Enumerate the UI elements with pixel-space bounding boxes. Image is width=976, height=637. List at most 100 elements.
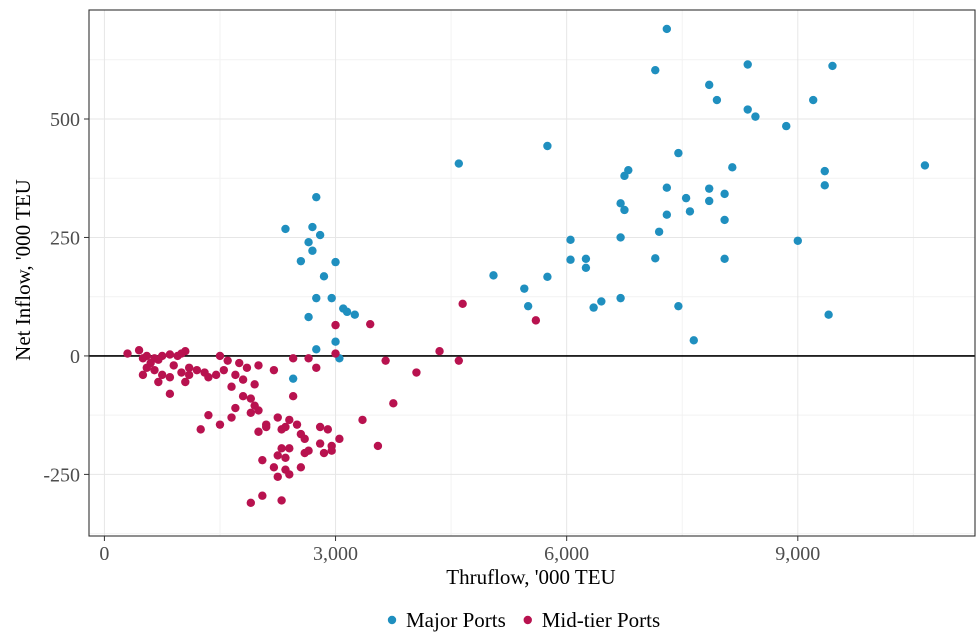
point-mid-tier-ports	[288, 392, 298, 401]
y-tick-label: -250	[43, 464, 80, 486]
point-mid-tier-ports	[215, 420, 225, 429]
point-major-ports	[743, 105, 752, 114]
legend-label-mid-tier-ports: Mid-tier Ports	[542, 608, 660, 632]
point-major-ports	[651, 65, 660, 75]
point-major-ports	[597, 297, 606, 306]
point-mid-tier-ports	[258, 491, 267, 500]
point-mid-tier-ports	[292, 420, 302, 429]
point-mid-tier-ports	[165, 350, 175, 359]
point-major-ports	[331, 257, 340, 267]
point-mid-tier-ports	[288, 354, 298, 363]
data-points	[123, 24, 930, 508]
x-tick-label: 9,000	[775, 543, 820, 565]
legend-key-mid-tier-ports	[523, 615, 532, 625]
point-major-ports	[674, 301, 683, 311]
point-mid-tier-ports	[223, 356, 232, 365]
point-major-ports	[662, 183, 672, 192]
point-major-ports	[674, 148, 683, 158]
point-mid-tier-ports	[235, 358, 244, 368]
point-mid-tier-ports	[138, 354, 148, 363]
point-major-ports	[308, 222, 317, 232]
point-mid-tier-ports	[358, 415, 367, 425]
point-mid-tier-ports	[177, 349, 186, 358]
point-mid-tier-ports	[142, 363, 151, 372]
point-mid-tier-ports	[154, 377, 163, 387]
point-mid-tier-ports	[315, 422, 325, 432]
point-major-ports	[705, 184, 714, 193]
point-major-ports	[809, 95, 818, 105]
point-major-ports	[589, 303, 598, 312]
point-mid-tier-ports	[192, 365, 202, 375]
point-mid-tier-ports	[285, 470, 294, 479]
point-mid-tier-ports	[319, 448, 329, 458]
point-mid-tier-ports	[389, 399, 398, 408]
x-axis-title: Thruflow, '000 TEU	[446, 565, 615, 589]
y-axis-title: Net Inflow, '000 TEU	[11, 179, 35, 361]
point-major-ports	[920, 161, 930, 170]
point-mid-tier-ports	[246, 408, 255, 417]
point-major-ports	[489, 271, 498, 280]
y-tick-label: 500	[50, 109, 80, 131]
point-major-ports	[720, 215, 729, 225]
legend-label-major-ports: Major Ports	[406, 608, 506, 632]
point-mid-tier-ports	[165, 373, 175, 382]
point-mid-tier-ports	[204, 373, 213, 382]
point-major-ports	[654, 227, 664, 236]
point-mid-tier-ports	[531, 316, 541, 325]
point-mid-tier-ports	[250, 380, 259, 389]
point-mid-tier-ports	[254, 427, 263, 436]
point-mid-tier-ports	[281, 453, 290, 463]
point-mid-tier-ports	[215, 351, 225, 361]
point-major-ports	[793, 236, 802, 245]
point-major-ports	[824, 310, 833, 319]
point-major-ports	[705, 196, 714, 206]
point-mid-tier-ports	[227, 413, 236, 422]
point-mid-tier-ports	[254, 406, 263, 415]
point-major-ports	[820, 166, 829, 176]
point-major-ports	[743, 60, 752, 69]
point-mid-tier-ports	[169, 361, 178, 370]
point-mid-tier-ports	[285, 415, 294, 425]
point-major-ports	[543, 272, 552, 281]
point-major-ports	[288, 374, 298, 383]
point-mid-tier-ports	[412, 368, 421, 377]
point-major-ports	[616, 233, 625, 242]
point-major-ports	[520, 284, 529, 293]
point-major-ports	[685, 207, 695, 216]
x-tick-label: 3,000	[313, 543, 358, 565]
point-major-ports	[312, 345, 321, 354]
panel-border	[88, 9, 976, 537]
point-mid-tier-ports	[181, 377, 190, 387]
point-major-ports	[581, 254, 591, 263]
point-mid-tier-ports	[184, 363, 194, 372]
point-mid-tier-ports	[304, 354, 313, 363]
point-mid-tier-ports	[150, 365, 159, 375]
minor-gridlines	[89, 10, 975, 536]
point-mid-tier-ports	[204, 410, 213, 420]
y-axis-ticks: -250 0 250 500	[43, 109, 89, 486]
point-major-ports	[308, 246, 317, 255]
point-major-ports	[304, 237, 313, 247]
point-mid-tier-ports	[304, 446, 313, 455]
point-mid-tier-ports	[123, 349, 132, 358]
point-mid-tier-ports	[381, 356, 390, 365]
point-major-ports	[620, 205, 629, 215]
point-mid-tier-ports	[269, 463, 279, 472]
point-major-ports	[454, 159, 464, 168]
point-major-ports	[543, 141, 552, 151]
x-axis-ticks: 0 3,000 6,000 9,000	[99, 536, 820, 565]
point-major-ports	[689, 336, 698, 345]
point-major-ports	[820, 181, 829, 190]
x-tick-label: 0	[99, 543, 109, 565]
point-mid-tier-ports	[246, 498, 255, 508]
plot-background	[89, 10, 975, 536]
legend: Major Ports Mid-tier Ports	[387, 608, 660, 632]
point-major-ports	[581, 263, 591, 272]
point-mid-tier-ports	[285, 444, 294, 453]
point-mid-tier-ports	[254, 361, 263, 370]
point-major-ports	[705, 80, 714, 90]
point-mid-tier-ports	[184, 370, 194, 380]
point-mid-tier-ports	[335, 434, 344, 444]
point-major-ports	[828, 61, 837, 71]
point-mid-tier-ports	[134, 346, 144, 355]
